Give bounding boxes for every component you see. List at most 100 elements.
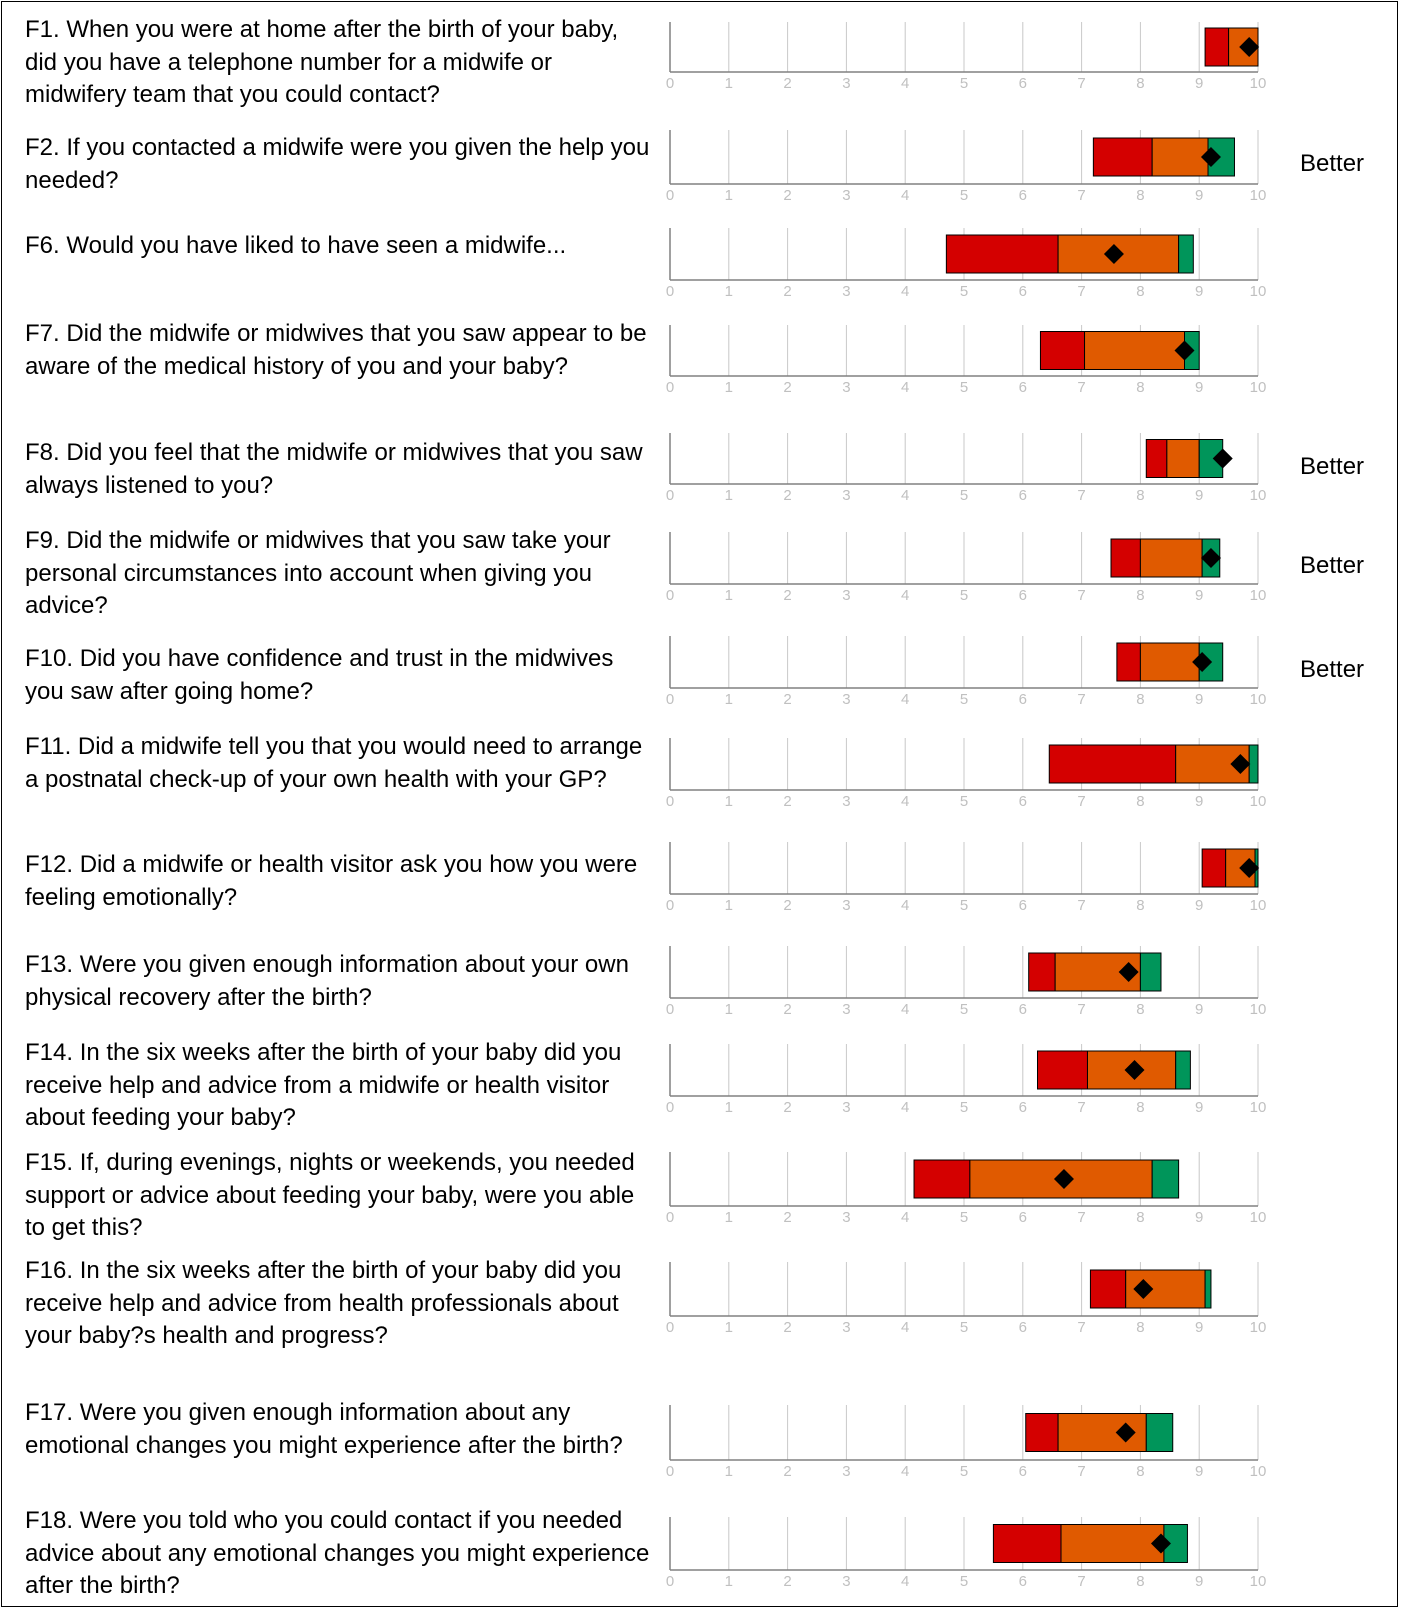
tick-label: 0 — [666, 1001, 674, 1018]
high-band-bar — [1139, 952, 1162, 992]
tick-label: 5 — [960, 1209, 968, 1226]
tick-label: 6 — [1019, 1209, 1027, 1226]
tick-label: 5 — [960, 897, 968, 914]
tick-label: 0 — [666, 587, 674, 604]
tick-label: 2 — [783, 1209, 791, 1226]
question-label: F15. If, during evenings, nights or week… — [25, 1149, 635, 1241]
tick-label: 9 — [1195, 379, 1203, 396]
tick-label: 4 — [901, 897, 909, 914]
tick-label: 7 — [1077, 1001, 1085, 1018]
tick-label: 7 — [1077, 897, 1085, 914]
tick-label: 4 — [901, 793, 909, 810]
tick-label: 1 — [725, 283, 733, 300]
tick-label: 6 — [1019, 1463, 1027, 1480]
low-band-bar — [1201, 848, 1227, 888]
tick-label: 4 — [901, 587, 909, 604]
tick-label: 10 — [1250, 1209, 1267, 1226]
question-label: F1. When you were at home after the birt… — [25, 16, 619, 108]
question-label: F14. In the six weeks after the birth of… — [25, 1039, 622, 1131]
tick-label: 2 — [783, 1573, 791, 1590]
tick-label: 7 — [1077, 75, 1085, 92]
tick-label: 1 — [725, 75, 733, 92]
low-band-bar — [1037, 1050, 1088, 1090]
tick-label: 9 — [1195, 487, 1203, 504]
score-marker — [1212, 448, 1233, 469]
question-chart: 0 1 2 3 4 5 6 7 8 9 10 — [666, 636, 1266, 708]
tick-label: 4 — [901, 379, 909, 396]
question-chart: 0 1 2 3 4 5 6 7 8 9 10 — [666, 22, 1266, 92]
tick-label: 2 — [783, 187, 791, 204]
tick-label: 8 — [1136, 187, 1144, 204]
result-label: Better — [1300, 552, 1365, 579]
question-label: F13. Were you given enough information a… — [25, 951, 629, 1011]
score-marker — [1239, 37, 1260, 57]
low-band-bar — [1110, 538, 1141, 578]
tick-label: 10 — [1250, 283, 1267, 300]
score-marker — [1230, 754, 1251, 774]
tick-label: 7 — [1077, 187, 1085, 204]
question-label: F16. In the six weeks after the birth of… — [25, 1257, 622, 1349]
score-marker — [1115, 1422, 1136, 1443]
tick-label: 0 — [666, 1573, 674, 1590]
score-marker — [1192, 652, 1213, 672]
question-chart: 0 1 2 3 4 5 6 7 8 9 10 — [666, 1405, 1266, 1480]
score-marker — [1118, 962, 1139, 982]
tick-label: 8 — [1136, 1463, 1144, 1480]
tick-label: 1 — [725, 187, 733, 204]
tick-label: 9 — [1195, 187, 1203, 204]
low-band-bar — [992, 1524, 1062, 1563]
tick-label: 3 — [842, 793, 850, 810]
high-band-bar — [1151, 1159, 1180, 1199]
tick-label: 2 — [783, 1001, 791, 1018]
question-chart: 0 1 2 3 4 5 6 7 8 9 10 — [666, 325, 1266, 396]
tick-label: 7 — [1077, 283, 1085, 300]
tick-label: 5 — [960, 1001, 968, 1018]
tick-label: 2 — [783, 897, 791, 914]
tick-label: 0 — [666, 187, 674, 204]
tick-label: 10 — [1250, 587, 1267, 604]
question-label: F18. Were you told who you could contact… — [25, 1507, 650, 1599]
high-band-bar — [1145, 1413, 1174, 1452]
low-band-bar — [1116, 642, 1141, 682]
question-chart: 0 1 2 3 4 5 6 7 8 9 10 — [666, 1152, 1267, 1226]
mid-band-bar — [1060, 1524, 1165, 1563]
tick-label: 9 — [1195, 897, 1203, 914]
tick-label: 6 — [1019, 793, 1027, 810]
tick-label: 7 — [1077, 1209, 1085, 1226]
tick-label: 6 — [1019, 587, 1027, 604]
tick-label: 0 — [666, 487, 674, 504]
score-marker — [1200, 147, 1221, 167]
low-band-bar — [1089, 1269, 1127, 1309]
score-marker — [1103, 244, 1124, 264]
tick-label: 6 — [1019, 897, 1027, 914]
tick-label: 8 — [1136, 1319, 1144, 1336]
tick-label: 3 — [842, 487, 850, 504]
tick-label: 9 — [1195, 1099, 1203, 1116]
tick-label: 1 — [725, 1209, 733, 1226]
tick-label: 5 — [960, 691, 968, 708]
tick-label: 8 — [1136, 587, 1144, 604]
tick-label: 9 — [1195, 1001, 1203, 1018]
tick-label: 8 — [1136, 1001, 1144, 1018]
tick-label: 5 — [960, 1573, 968, 1590]
tick-label: 2 — [783, 487, 791, 504]
tick-label: 4 — [901, 1463, 909, 1480]
tick-label: 8 — [1136, 691, 1144, 708]
tick-label: 6 — [1019, 1319, 1027, 1336]
tick-label: 8 — [1136, 487, 1144, 504]
tick-label: 9 — [1195, 587, 1203, 604]
low-band-bar — [1092, 137, 1153, 177]
tick-label: 0 — [666, 379, 674, 396]
tick-label: 10 — [1250, 487, 1267, 504]
tick-label: 5 — [960, 587, 968, 604]
tick-label: 2 — [783, 1099, 791, 1116]
tick-label: 4 — [901, 187, 909, 204]
tick-label: 6 — [1019, 691, 1027, 708]
result-label: Better — [1300, 656, 1365, 683]
tick-label: 9 — [1195, 691, 1203, 708]
question-chart: 0 1 2 3 4 5 6 7 8 9 10 — [666, 1044, 1266, 1116]
tick-label: 10 — [1250, 897, 1267, 914]
tick-label: 7 — [1077, 1573, 1085, 1590]
